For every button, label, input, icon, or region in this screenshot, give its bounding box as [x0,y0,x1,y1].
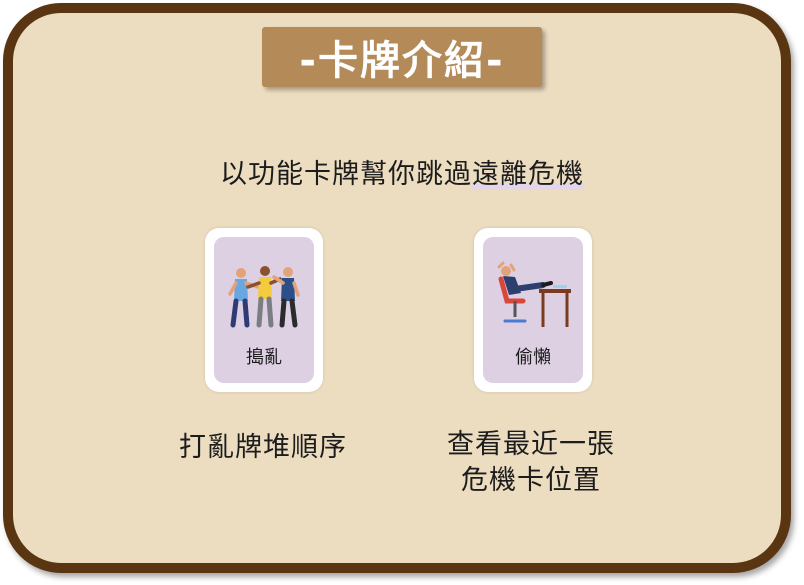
card-slack-off: 偷懶 [474,228,592,392]
page-title-text: -卡牌介紹- [299,38,505,84]
card-description-line: 查看最近一張 [447,429,615,460]
card-slack-off-face: 偷懶 [483,237,583,383]
card-label: 偷懶 [515,347,551,368]
page-title: -卡牌介紹- [262,27,542,87]
subtitle-text: 以功能卡牌幫你跳過 [220,159,472,190]
card-label: 搗亂 [246,347,282,368]
subtitle: 以功能卡牌幫你跳過遠離危機 [0,152,804,191]
card-description: 打亂牌堆順序 [163,430,363,466]
card-intro-panel [3,3,791,573]
card-description: 查看最近一張 危機卡位置 [431,427,631,499]
card-disrupt: 搗亂 [205,228,323,392]
card-description-line: 打亂牌堆順序 [179,432,347,463]
card-description-line: 危機卡位置 [461,465,601,496]
person-relaxing-at-desk-icon [497,261,571,327]
subtitle-highlight: 遠離危機 [472,159,584,190]
people-fighting-icon [228,266,300,328]
card-disrupt-face: 搗亂 [214,237,314,383]
